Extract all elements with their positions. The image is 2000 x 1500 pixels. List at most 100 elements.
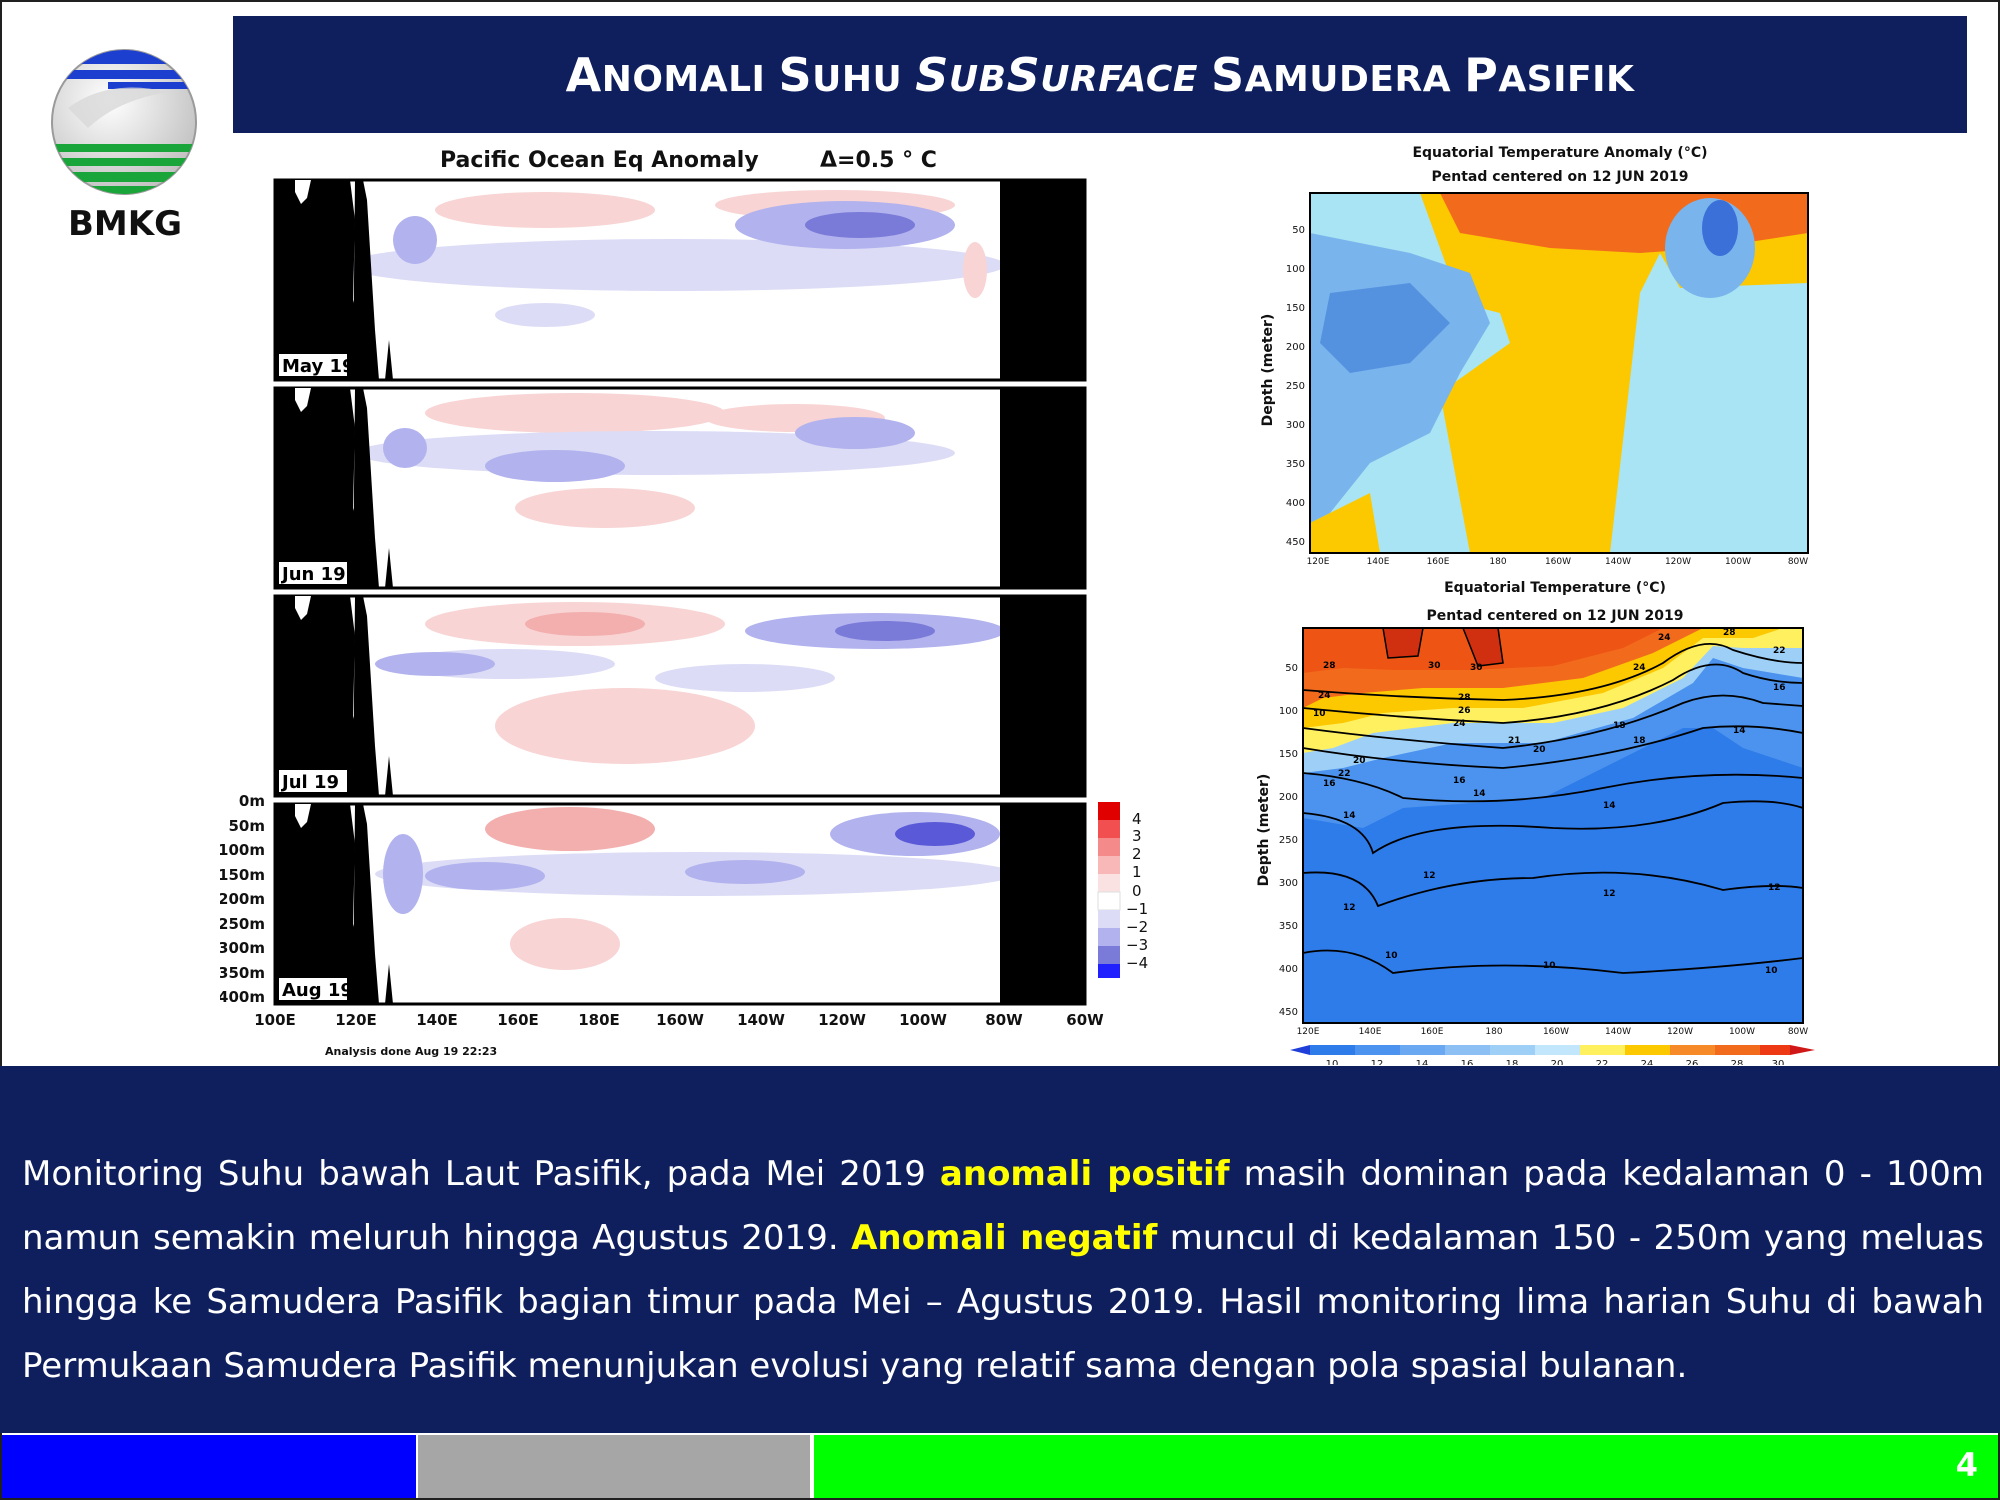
anomaly-section-chart: Equatorial Temperature Anomaly (°C) Pent… <box>1250 140 1810 570</box>
depth-axis: 0m 50m 100m 150m 200m 250m 300m 350m 400… <box>218 792 265 1006</box>
svg-text:120W: 120W <box>1667 1027 1693 1037</box>
highlight-negative: Anomali negatif <box>851 1218 1158 1258</box>
svg-text:350: 350 <box>1279 921 1298 932</box>
contour-labels: 30 30 28 26 24 20 18 16 14 12 10 28 24 2… <box>1313 628 1786 976</box>
svg-text:21: 21 <box>1508 736 1521 746</box>
left-chart-delta: Δ=0.5 ° C <box>820 148 937 173</box>
panel-label-jul: Jul 19 <box>280 772 339 793</box>
svg-text:−1: −1 <box>1126 900 1148 918</box>
anomaly-section-title: Equatorial Temperature Anomaly (°C) <box>1412 145 1707 161</box>
monthly-anomaly-chart: Pacific Ocean Eq Anomaly Δ=0.5 ° C May 1… <box>218 140 1170 1060</box>
svg-text:100: 100 <box>1286 264 1305 275</box>
svg-text:18: 18 <box>1506 1059 1519 1065</box>
svg-text:100W: 100W <box>899 1011 947 1029</box>
svg-text:0: 0 <box>1132 882 1142 900</box>
svg-text:300m: 300m <box>220 939 265 957</box>
longitude-axis: 100E 120E 140E 160E 180E 160W 140W 120W … <box>254 1011 1104 1029</box>
svg-text:24: 24 <box>1658 633 1671 643</box>
svg-text:20: 20 <box>1551 1059 1564 1065</box>
svg-text:30: 30 <box>1428 661 1441 671</box>
svg-text:140W: 140W <box>1605 1027 1631 1037</box>
temperature-section-chart: Equatorial Temperature (°C) Pentad cente… <box>1250 575 1830 1070</box>
svg-text:100W: 100W <box>1725 557 1751 567</box>
svg-text:14: 14 <box>1473 789 1486 799</box>
svg-text:28: 28 <box>1723 628 1736 638</box>
svg-text:160E: 160E <box>1421 1027 1444 1037</box>
temperature-section-title: Equatorial Temperature (°C) <box>1444 580 1666 596</box>
svg-text:2: 2 <box>1132 845 1142 863</box>
svg-text:24: 24 <box>1318 691 1331 701</box>
svg-text:140E: 140E <box>1359 1027 1382 1037</box>
svg-text:180: 180 <box>1485 1027 1502 1037</box>
page-number: 4 <box>1955 1446 1978 1484</box>
svg-text:140E: 140E <box>416 1011 458 1029</box>
svg-text:20: 20 <box>1533 745 1546 755</box>
svg-text:160W: 160W <box>1543 1027 1569 1037</box>
svg-text:150m: 150m <box>220 866 265 884</box>
svg-text:80W: 80W <box>1788 557 1808 567</box>
svg-text:50: 50 <box>1292 225 1305 236</box>
svg-text:16: 16 <box>1453 776 1466 786</box>
svg-text:12: 12 <box>1768 883 1781 893</box>
svg-text:250: 250 <box>1286 381 1305 392</box>
svg-text:250: 250 <box>1279 835 1298 846</box>
svg-text:100E: 100E <box>254 1011 296 1029</box>
anomaly-panel-jun: Jun 19 <box>273 386 1087 590</box>
svg-text:22: 22 <box>1338 769 1351 779</box>
svg-text:180E: 180E <box>578 1011 620 1029</box>
svg-text:150: 150 <box>1286 303 1305 314</box>
analysis-footnote: Analysis done Aug 19 22:23 <box>325 1045 497 1058</box>
svg-text:16: 16 <box>1461 1059 1474 1065</box>
footer-stripe-blue <box>2 1435 416 1498</box>
svg-text:120W: 120W <box>818 1011 866 1029</box>
svg-text:28: 28 <box>1731 1059 1744 1065</box>
svg-text:28: 28 <box>1458 693 1471 703</box>
svg-text:160E: 160E <box>497 1011 539 1029</box>
svg-text:12: 12 <box>1371 1059 1384 1065</box>
svg-text:1: 1 <box>1132 863 1142 881</box>
svg-text:24: 24 <box>1641 1059 1654 1065</box>
svg-text:18: 18 <box>1613 721 1626 731</box>
svg-text:80W: 80W <box>1788 1027 1808 1037</box>
svg-text:24: 24 <box>1453 719 1466 729</box>
svg-text:400: 400 <box>1286 498 1305 509</box>
anomaly-section-xticks: 120E 140E 160E 180 160W 140W 120W 100W 8… <box>1307 557 1809 567</box>
svg-text:12: 12 <box>1603 889 1616 899</box>
svg-text:16: 16 <box>1773 683 1786 693</box>
svg-text:450: 450 <box>1286 537 1305 548</box>
svg-text:12: 12 <box>1423 871 1436 881</box>
title-bar: ANOMALI SUHU SUBSURFACE SAMUDERA PASIFIK <box>233 16 1967 133</box>
page-title: ANOMALI SUHU SUBSURFACE SAMUDERA PASIFIK <box>565 47 1635 102</box>
svg-text:30: 30 <box>1772 1059 1785 1065</box>
svg-text:140W: 140W <box>737 1011 785 1029</box>
anomaly-section-ylabel: Depth (meter) <box>1260 314 1276 427</box>
svg-text:140W: 140W <box>1605 557 1631 567</box>
panel-label-may: May 19 <box>282 356 355 377</box>
legend-labels: 4 3 2 1 0 −1 −2 −3 −4 <box>1126 810 1148 972</box>
svg-text:350m: 350m <box>220 964 265 982</box>
logo-text: BMKG <box>67 204 182 244</box>
anomaly-section-subtitle: Pentad centered on 12 JUN 2019 <box>1432 169 1689 185</box>
svg-text:14: 14 <box>1343 811 1356 821</box>
svg-text:−2: −2 <box>1126 918 1148 936</box>
svg-text:160W: 160W <box>656 1011 704 1029</box>
svg-text:30: 30 <box>1470 663 1483 673</box>
temperature-section-ylabel: Depth (meter) <box>1256 774 1272 887</box>
svg-text:20: 20 <box>1353 756 1366 766</box>
bmkg-logo <box>48 48 200 196</box>
svg-text:50: 50 <box>1285 663 1298 674</box>
svg-text:150: 150 <box>1279 749 1298 760</box>
svg-text:400m: 400m <box>220 988 265 1006</box>
svg-text:10: 10 <box>1765 966 1778 976</box>
svg-text:450: 450 <box>1279 1007 1298 1018</box>
left-chart-title: Pacific Ocean Eq Anomaly <box>440 148 759 173</box>
svg-text:4: 4 <box>1132 810 1142 828</box>
svg-text:16: 16 <box>1323 779 1336 789</box>
footer-stripe-gray <box>418 1435 810 1498</box>
svg-text:200m: 200m <box>220 890 265 908</box>
svg-text:200: 200 <box>1286 342 1305 353</box>
svg-text:80W: 80W <box>985 1011 1023 1029</box>
svg-text:14: 14 <box>1733 726 1746 736</box>
anomaly-section-yticks: 50 100 150 200 250 300 350 400 450 <box>1286 225 1305 548</box>
svg-text:200: 200 <box>1279 792 1298 803</box>
